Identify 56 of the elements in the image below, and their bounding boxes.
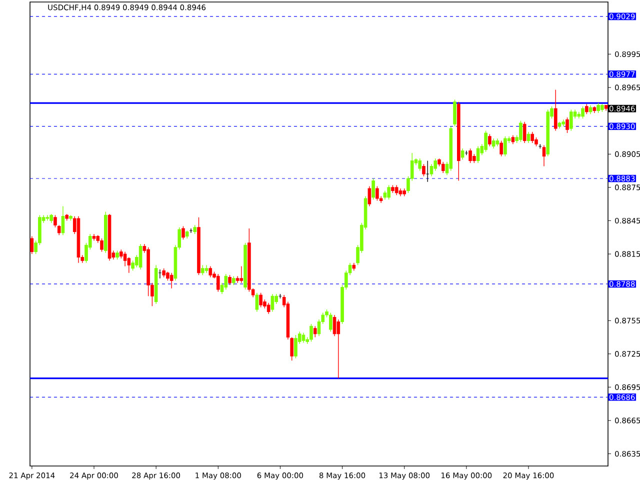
candlestick — [372, 178, 375, 200]
candlestick — [255, 292, 259, 312]
candlestick — [460, 148, 464, 160]
candlestick — [30, 236, 34, 254]
candlestick — [488, 134, 492, 147]
candlestick — [368, 186, 372, 207]
candlestick — [519, 120, 522, 142]
candlestick — [313, 326, 317, 338]
candlestick — [554, 89, 558, 132]
candlestick — [468, 148, 472, 164]
candlestick — [500, 140, 503, 157]
candlestick — [328, 312, 332, 332]
candlestick — [522, 122, 526, 144]
candlestick — [216, 274, 220, 292]
candlestick — [418, 158, 422, 172]
candlestick — [332, 314, 336, 336]
candlestick — [266, 302, 270, 314]
candlestick — [394, 184, 398, 196]
candlestick — [240, 266, 244, 284]
candlestick — [526, 132, 530, 144]
candlestick — [228, 274, 232, 286]
candlestick — [530, 132, 534, 144]
candlestick — [224, 274, 228, 290]
candlestick — [464, 150, 468, 156]
candlestick — [542, 144, 546, 167]
candlestick — [376, 186, 379, 202]
candlestick — [294, 334, 298, 359]
candlestick — [430, 164, 434, 177]
candlestick — [131, 260, 134, 271]
candlestick — [596, 102, 600, 114]
candlestick — [492, 138, 496, 149]
candlestick — [182, 226, 185, 240]
candlestick — [581, 106, 584, 119]
candlestick — [585, 104, 588, 114]
candlestick — [441, 161, 445, 174]
candlestick — [387, 184, 390, 200]
candlestick — [259, 292, 262, 308]
candlestick — [138, 244, 142, 270]
candlestick — [426, 160, 430, 182]
candlestick — [422, 164, 426, 177]
candlestick — [453, 99, 456, 127]
candlestick — [566, 117, 569, 134]
candlestick — [170, 272, 174, 289]
candlestick — [204, 264, 208, 274]
candlestick — [61, 206, 65, 236]
candlestick — [476, 146, 480, 164]
candlestick — [302, 332, 306, 344]
candlestick — [100, 238, 104, 252]
candlestick — [504, 136, 507, 157]
candlestick — [270, 294, 274, 312]
candlestick — [208, 266, 212, 278]
candlestick — [570, 109, 573, 132]
candlestick — [310, 324, 313, 342]
candlestick — [484, 130, 488, 152]
candlestick — [200, 264, 204, 276]
candlestick — [336, 319, 340, 379]
